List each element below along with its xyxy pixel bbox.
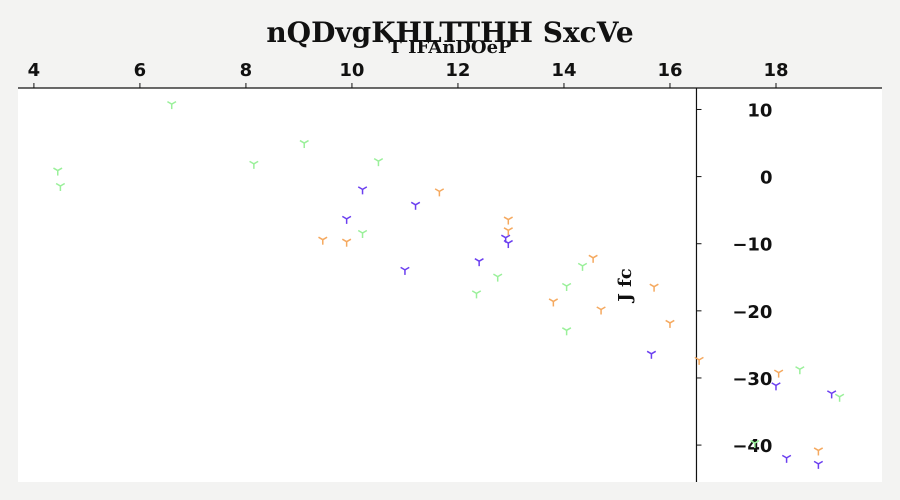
plot-area xyxy=(18,88,882,482)
data-point xyxy=(813,447,824,456)
data-point xyxy=(646,350,657,359)
data-point xyxy=(53,167,63,176)
data-point xyxy=(826,390,837,399)
data-point xyxy=(318,236,328,245)
data-point xyxy=(410,201,421,210)
x-axis: 4 6 8 10 12 14 16 18 xyxy=(18,60,882,89)
data-point xyxy=(781,454,792,463)
data-point xyxy=(813,460,824,469)
data-point xyxy=(649,283,659,292)
x-tick-label: 4 xyxy=(28,60,41,81)
y-axis: 10 0 −10 −20 −30 −40 xyxy=(695,88,773,482)
x-tick-label: 10 xyxy=(339,60,364,81)
data-point xyxy=(795,366,805,375)
chart-title: nQDvgKHLTTHH SxcVe xyxy=(266,16,633,49)
data-point xyxy=(577,262,588,271)
data-point xyxy=(771,382,781,391)
data-point xyxy=(434,188,445,197)
x-tick-label: 16 xyxy=(657,60,682,81)
data-points xyxy=(53,100,845,469)
x-tick-label: 6 xyxy=(134,60,147,81)
data-point xyxy=(474,258,484,267)
data-point xyxy=(503,216,513,225)
data-point xyxy=(341,215,352,224)
y-tick-label: 0 xyxy=(760,168,773,189)
data-point xyxy=(493,273,503,282)
data-point xyxy=(561,282,572,292)
data-point xyxy=(750,439,760,449)
data-point xyxy=(373,158,384,167)
y-tick-label: −20 xyxy=(732,302,772,323)
data-point xyxy=(55,182,66,191)
data-point xyxy=(834,393,845,402)
data-point xyxy=(596,306,606,315)
x-tick-label: 8 xyxy=(240,60,253,81)
x-axis-label: T IFAnDOeP xyxy=(388,37,512,58)
data-point xyxy=(249,160,259,169)
y-tick-label: 10 xyxy=(747,100,772,121)
data-point xyxy=(548,298,559,307)
data-point xyxy=(299,139,309,149)
data-point xyxy=(503,239,513,249)
x-tick-label: 12 xyxy=(445,60,470,81)
data-point xyxy=(588,254,598,263)
y-axis-label: J fc xyxy=(615,268,636,304)
data-point xyxy=(694,356,704,365)
x-tick-label: 14 xyxy=(551,60,576,81)
data-point xyxy=(167,100,177,110)
data-point xyxy=(561,327,572,336)
x-tick-label: 18 xyxy=(763,60,788,81)
y-tick-label: −10 xyxy=(732,235,772,256)
data-point xyxy=(341,238,352,247)
data-point xyxy=(400,266,410,275)
data-point xyxy=(773,369,784,378)
y-tick-label: −30 xyxy=(732,369,772,390)
y-tick-label: −40 xyxy=(732,436,772,457)
data-point xyxy=(665,319,675,328)
data-point xyxy=(471,290,482,299)
data-point xyxy=(503,227,513,236)
data-point xyxy=(357,229,368,238)
data-point xyxy=(357,186,368,195)
